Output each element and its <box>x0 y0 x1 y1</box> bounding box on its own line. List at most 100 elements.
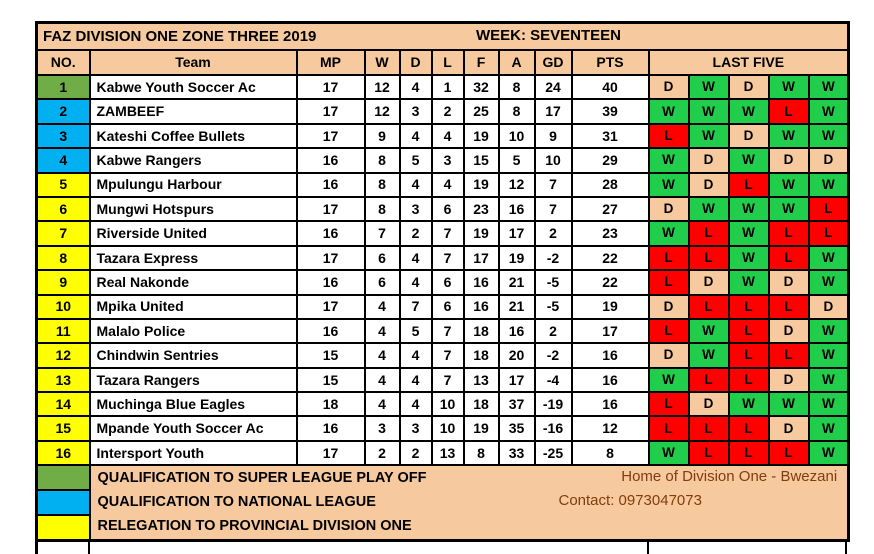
team-row: 10 Mpika United 17 4 7 6 16 21 -5 19 D L L L D <box>35 293 850 320</box>
last-five-result-cell: L <box>727 366 770 394</box>
last-five-result-cell: L <box>767 342 810 369</box>
draws-cell: 5 <box>398 147 433 174</box>
goals-against-cell: 33 <box>497 439 536 467</box>
last-five-result-cell: L <box>687 220 730 247</box>
last-five-result-cell: L <box>647 391 690 418</box>
last-five-result-cell: L <box>767 293 810 320</box>
matches-played-cell: 17 <box>295 98 366 125</box>
team-name-cell: Mpande Youth Soccer Ac <box>88 415 298 442</box>
title-row: FAZ DIVISION ONE ZONE THREE 2019 WEEK: S… <box>35 21 850 51</box>
goals-for-cell: 19 <box>462 415 500 442</box>
last-five-result-cell: L <box>807 220 850 247</box>
wins-cell: 4 <box>363 391 401 418</box>
goals-for-cell: 15 <box>462 147 500 174</box>
last-five-result-cell: D <box>807 147 850 174</box>
position-cell: 2 <box>35 98 91 125</box>
last-five-result-cell: W <box>687 317 730 345</box>
matches-played-cell: 17 <box>295 244 366 272</box>
draws-cell: 4 <box>398 122 433 150</box>
matches-played-cell: 16 <box>295 147 366 174</box>
position-cell: 1 <box>35 73 91 101</box>
column-header-row: NO. Team MP W D L F A GD PTS LAST FIVE <box>35 49 850 76</box>
goals-against-cell: 37 <box>497 391 536 418</box>
draws-cell: 2 <box>398 439 433 467</box>
last-five-result-cell: W <box>807 122 850 150</box>
goals-for-cell: 13 <box>462 366 500 394</box>
draws-cell: 7 <box>398 293 433 320</box>
draws-cell: 3 <box>398 195 433 223</box>
goals-for-cell: 17 <box>462 244 500 272</box>
position-cell: 13 <box>35 366 91 394</box>
last-five-result-cell: L <box>727 317 770 345</box>
losses-cell: 7 <box>430 317 465 345</box>
wins-cell: 3 <box>363 415 401 442</box>
wins-cell: 4 <box>363 317 401 345</box>
points-cell: 39 <box>570 98 650 125</box>
goal-difference-cell: -2 <box>533 342 573 369</box>
last-five-result-cell: W <box>727 269 770 296</box>
team-row: 5 Mpulungu Harbour 16 8 4 4 19 12 7 28 W D L W W <box>35 171 850 198</box>
goals-against-cell: 35 <box>497 415 536 442</box>
team-row: 16 Intersport Youth 17 2 2 13 8 33 -25 8 W L L L W <box>35 439 850 467</box>
points-cell: 16 <box>570 366 650 394</box>
goal-difference-cell: 24 <box>533 73 573 101</box>
last-five-result-cell: W <box>687 98 730 125</box>
goals-for-cell: 18 <box>462 391 500 418</box>
draws-cell: 4 <box>398 244 433 272</box>
points-cell: 29 <box>570 147 650 174</box>
goals-for-cell: 8 <box>462 439 500 467</box>
last-five-result-cell: W <box>767 195 810 223</box>
draws-cell: 3 <box>398 98 433 125</box>
last-five-result-cell: D <box>647 342 690 369</box>
last-five-result-cell: L <box>727 439 770 467</box>
last-five-result-cell: W <box>767 122 810 150</box>
points-cell: 16 <box>570 342 650 369</box>
team-name-cell: Real Nakonde <box>88 269 298 296</box>
matches-played-cell: 16 <box>295 415 366 442</box>
goals-for-cell: 19 <box>462 220 500 247</box>
wins-cell: 12 <box>363 98 401 125</box>
position-cell: 4 <box>35 147 91 174</box>
draws-cell: 4 <box>398 342 433 369</box>
position-cell: 16 <box>35 439 91 467</box>
last-five-result-cell: W <box>687 73 730 101</box>
goals-against-cell: 16 <box>497 195 536 223</box>
goal-difference-cell: 10 <box>533 147 573 174</box>
legend-swatch-blue <box>35 489 91 517</box>
goal-difference-cell: -19 <box>533 391 573 418</box>
losses-cell: 13 <box>430 439 465 467</box>
last-five-result-cell: L <box>687 415 730 442</box>
last-five-result-cell: W <box>647 439 690 467</box>
team-name-cell: Malalo Police <box>88 317 298 345</box>
team-name-cell: Mpika United <box>88 293 298 320</box>
losses-cell: 1 <box>430 73 465 101</box>
goal-difference-cell: -25 <box>533 439 573 467</box>
points-cell: 27 <box>570 195 650 223</box>
matches-played-cell: 15 <box>295 366 366 394</box>
last-five-result-cell: D <box>687 269 730 296</box>
points-cell: 22 <box>570 269 650 296</box>
goals-against-cell: 20 <box>497 342 536 369</box>
matches-played-cell: 17 <box>295 73 366 101</box>
column-header-gd: GD <box>533 49 573 76</box>
goals-against-cell: 10 <box>497 122 536 150</box>
goal-difference-cell: 7 <box>533 195 573 223</box>
legend-label: QUALIFICATION TO SUPER LEAGUE PLAY OFF <box>97 469 427 486</box>
wins-cell: 4 <box>363 342 401 369</box>
draws-cell: 2 <box>398 220 433 247</box>
points-cell: 23 <box>570 220 650 247</box>
matches-played-cell: 17 <box>295 122 366 150</box>
goals-against-cell: 17 <box>497 220 536 247</box>
last-five-result-cell: W <box>767 171 810 198</box>
points-cell: 16 <box>570 391 650 418</box>
empty-cell <box>90 541 649 554</box>
team-name-cell: Kabwe Rangers <box>88 147 298 174</box>
goal-difference-cell: 9 <box>533 122 573 150</box>
goals-against-cell: 21 <box>497 269 536 296</box>
last-five-result-cell: L <box>647 415 690 442</box>
losses-cell: 6 <box>430 293 465 320</box>
league-standings-sheet: FAZ DIVISION ONE ZONE THREE 2019 WEEK: S… <box>35 21 851 554</box>
column-header-mp: MP <box>295 49 366 76</box>
last-five-result-cell: L <box>647 317 690 345</box>
legend-swatch-yellow <box>35 514 91 542</box>
